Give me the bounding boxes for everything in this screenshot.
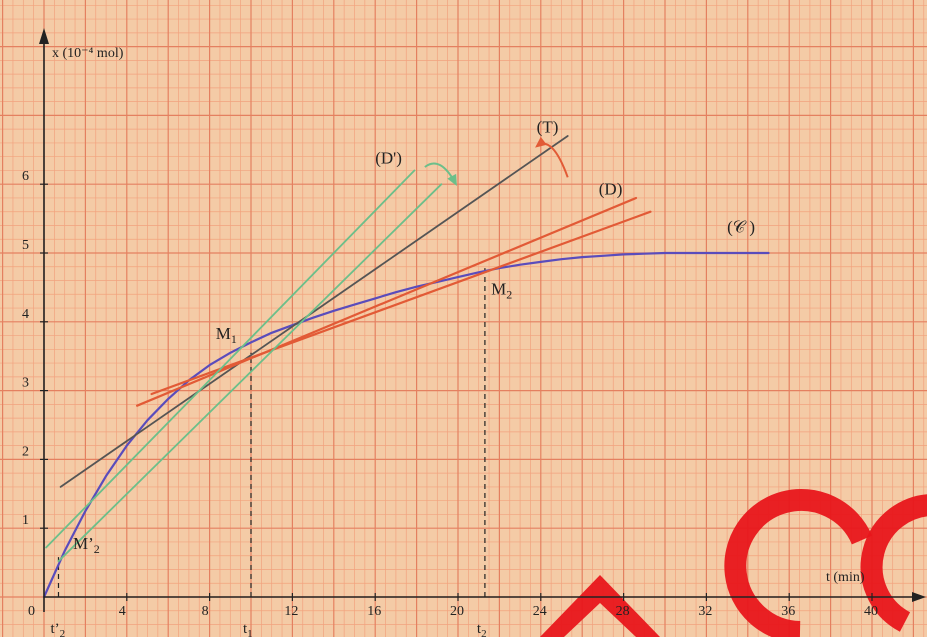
watermark — [540, 489, 927, 637]
secant-line — [136, 196, 638, 407]
point-label: M’2 — [73, 534, 100, 556]
watermark-letter-c1 — [724, 489, 873, 637]
secant-line — [150, 210, 652, 396]
y-axis-arrow — [39, 28, 49, 44]
secant-line — [57, 183, 443, 563]
x-tick-label: 36 — [781, 604, 795, 619]
watermark-letter-a — [540, 575, 660, 637]
x-axis-arrow — [912, 592, 926, 602]
series-label: (T) — [537, 118, 559, 137]
point-label-sub: 2 — [94, 542, 100, 556]
guide-tick-label-sub: 2 — [60, 628, 66, 637]
x-tick-label: 28 — [616, 604, 630, 619]
guide-tick-label: t2 — [477, 621, 487, 637]
series-label: (D) — [599, 180, 623, 199]
y-tick-label: 6 — [22, 169, 29, 184]
y-tick-label: 5 — [22, 238, 29, 253]
guide-tick-label: t1 — [243, 621, 253, 637]
x-tick-label: 8 — [202, 604, 209, 619]
tangent-line — [59, 135, 569, 488]
x-tick-label: 0 — [28, 604, 35, 619]
series-label: (D') — [375, 149, 402, 168]
guide-tick-label-sub: 1 — [247, 628, 253, 637]
y-tick-label: 4 — [22, 307, 29, 322]
point-label-sub: 1 — [231, 332, 237, 346]
x-tick-label: 32 — [698, 604, 712, 619]
curve-line — [42, 251, 770, 599]
point-label-sub: 2 — [506, 287, 512, 301]
annotation-arrow-head — [535, 136, 547, 148]
series-labels: (T) (D) (D') (𝒞 ) — [375, 118, 755, 237]
annotation-arrows — [424, 136, 569, 186]
y-tick-label: 2 — [22, 444, 29, 459]
x-tick-label: 20 — [450, 604, 464, 619]
x-tick-label: 12 — [284, 604, 298, 619]
tick-marks — [40, 183, 873, 601]
axes — [39, 28, 926, 612]
x-tick-label: 40 — [864, 604, 878, 619]
secant-line — [45, 169, 416, 549]
x-tick-label: 16 — [367, 604, 381, 619]
guide-tick-label-sub: 2 — [481, 628, 487, 637]
y-tick-label: 1 — [22, 513, 29, 528]
y-axis-label: x (10⁻⁴ mol) — [52, 46, 124, 61]
annotation-arrow-head — [447, 173, 457, 186]
series-label: (𝒞 ) — [727, 217, 755, 236]
y-tick-label: 3 — [22, 376, 29, 391]
x-tick-label: 24 — [533, 604, 547, 619]
watermark-letter-c2 — [860, 494, 927, 632]
x-tick-label: 4 — [119, 604, 126, 619]
x-axis-label: t (min) — [826, 570, 865, 585]
guide-lines — [57, 268, 486, 597]
series-layer — [42, 135, 770, 599]
